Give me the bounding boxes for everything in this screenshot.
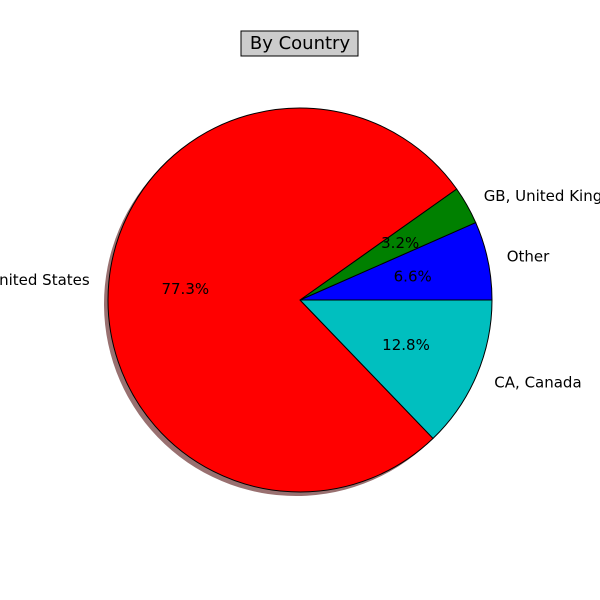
slice-pct-us-united-states: 77.3% xyxy=(161,280,209,298)
chart-title: By Country xyxy=(250,33,351,54)
slice-pct-gb-united-kingdom: 3.2% xyxy=(381,234,419,252)
slice-pct-other: 6.6% xyxy=(394,267,432,285)
slice-label-us-united-states: US, United States xyxy=(0,271,90,289)
pie-labels: Other 6.6% GB, United Kingdom 3.2% US, Unite… xyxy=(0,187,600,392)
chart-title-box xyxy=(240,30,359,57)
pie-slice-ca-canada xyxy=(299,299,493,439)
pie-slice-us-united-states xyxy=(107,107,458,493)
slice-label-other: Other xyxy=(507,248,550,266)
slice-pct-ca-canada: 12.8% xyxy=(382,336,430,354)
chart-title-group: By Country xyxy=(240,30,359,57)
slice-label-gb-united-kingdom: GB, United Kingdom xyxy=(484,187,600,205)
pie-slices xyxy=(107,107,493,493)
slice-label-ca-canada: CA, Canada xyxy=(494,374,581,392)
